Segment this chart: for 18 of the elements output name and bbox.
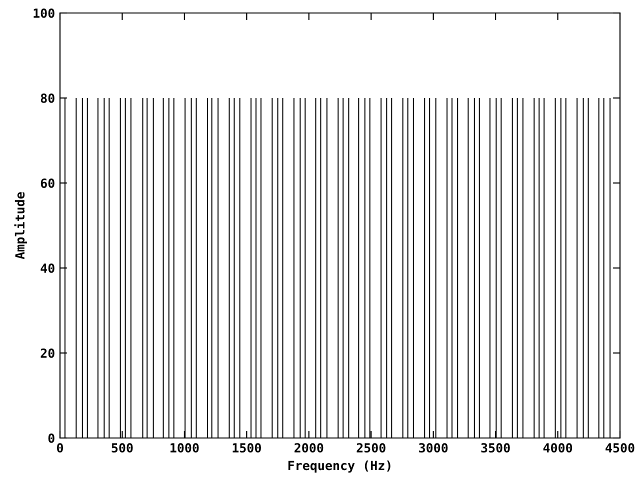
x-tick-label: 0 — [56, 443, 64, 453]
x-tick-label: 4500 — [606, 443, 634, 453]
y-tick-label: 0 — [48, 433, 54, 443]
y-tick-label: 40 — [40, 263, 54, 273]
y-tick-label: 60 — [40, 178, 54, 188]
y-tick-label: 20 — [40, 348, 54, 358]
x-tick-label: 3500 — [481, 443, 510, 453]
x-axis-title: Frequency (Hz) — [288, 460, 390, 473]
x-tick-label: 2500 — [356, 443, 386, 453]
y-tick-label: 80 — [40, 93, 54, 103]
x-tick-label: 500 — [112, 443, 133, 453]
x-tick-label: 4000 — [543, 443, 572, 453]
x-tick-label: 1500 — [232, 443, 261, 453]
y-tick-label: 100 — [34, 8, 54, 18]
x-tick-label: 3000 — [419, 443, 448, 453]
x-tick-label: 2000 — [294, 443, 324, 453]
x-tick-label: 1000 — [170, 443, 199, 453]
y-axis-title: Amplitude — [14, 192, 28, 260]
